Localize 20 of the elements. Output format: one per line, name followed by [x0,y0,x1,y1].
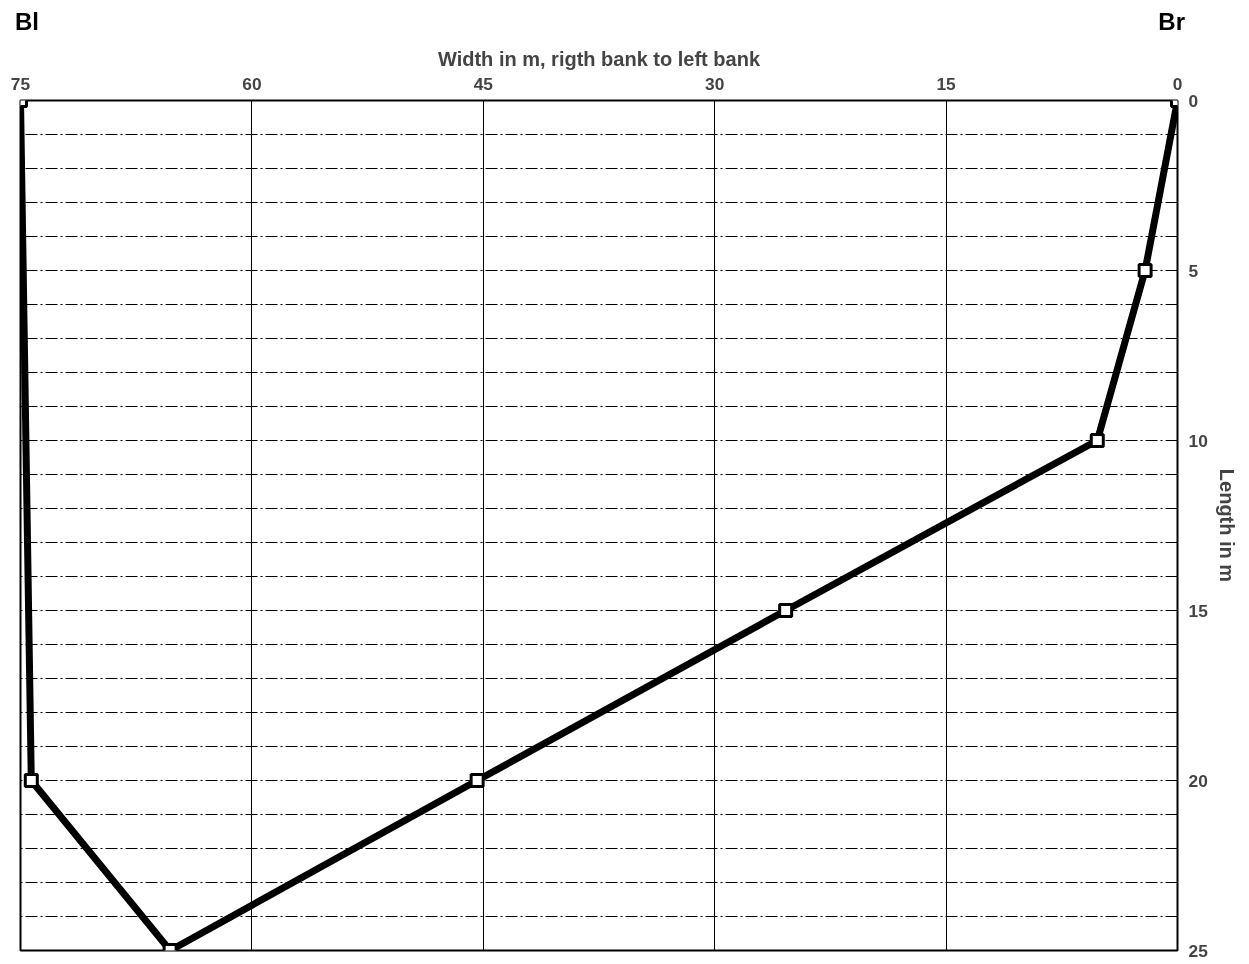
x-tick-label: 60 [242,73,262,94]
text: Br [1158,7,1185,37]
x-tick-label: 45 [473,73,494,94]
y-tick-label: 20 [1188,770,1208,791]
y-tick-label: 5 [1188,260,1199,281]
text: Bl [15,7,39,37]
x-tick-label: 75 [10,73,31,94]
x-tick-label: 15 [936,73,957,94]
point [23,773,39,788]
x-tick-label: 30 [705,73,725,94]
y-tick-label: 0 [1188,90,1199,111]
point [1089,433,1105,448]
point [778,603,794,618]
y-tick-label: 25 [1188,940,1209,961]
point [469,773,485,788]
x-tick-label: 0 [1172,73,1183,94]
y-axis-title: Length in m [1215,468,1238,583]
x-axis-title: Width in m, rigth bank to left bank [437,47,761,70]
y-tick-label: 15 [1188,600,1209,621]
y-tick-label: 10 [1188,430,1208,451]
